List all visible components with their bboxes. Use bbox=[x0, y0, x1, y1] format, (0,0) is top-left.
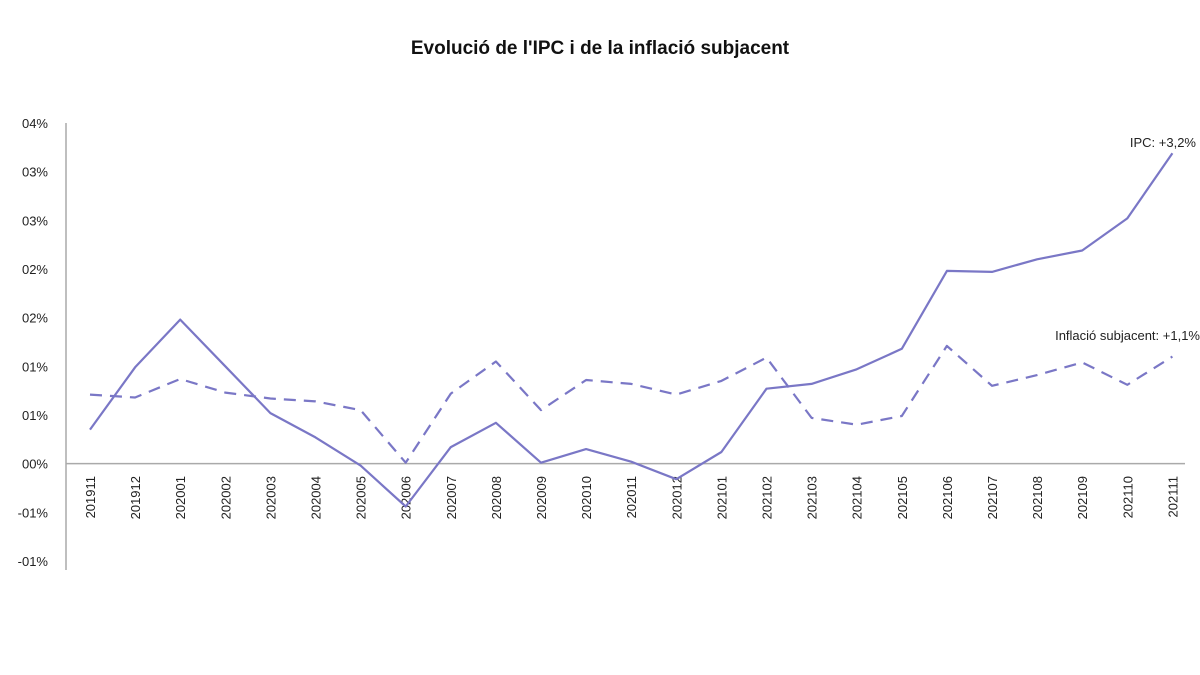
x-tick-label: 202104 bbox=[850, 476, 865, 519]
y-tick-label: -01% bbox=[18, 554, 49, 569]
x-tick-label: 202102 bbox=[760, 476, 775, 519]
y-tick-label: 01% bbox=[22, 359, 48, 374]
x-tick-label: 202007 bbox=[444, 476, 459, 519]
chart-title: Evolució de l'IPC i de la inflació subja… bbox=[410, 38, 790, 59]
x-tick-label: 202005 bbox=[354, 476, 369, 519]
x-tick-label: 202105 bbox=[895, 476, 910, 519]
y-tick-label: 02% bbox=[22, 262, 48, 277]
core-inflation-annotation: Inflació subjacent: +1,1% bbox=[1055, 328, 1200, 343]
x-tick-label: 202009 bbox=[534, 476, 549, 519]
ipc-annotation: IPC: +3,2% bbox=[1130, 135, 1197, 150]
x-tick-label: 202008 bbox=[489, 476, 504, 519]
x-tick-label: 202107 bbox=[985, 476, 1000, 519]
series-line-core-inflation bbox=[89, 344, 1173, 464]
x-tick-label: 202110 bbox=[1120, 476, 1135, 518]
x-tick-label: 202002 bbox=[218, 476, 233, 519]
x-tick-label: 201912 bbox=[128, 476, 143, 519]
x-tick-label: 202109 bbox=[1075, 476, 1090, 519]
x-tick-label: 202010 bbox=[579, 476, 594, 519]
y-tick-label: 00% bbox=[22, 457, 48, 472]
y-tick-label: 02% bbox=[22, 311, 48, 326]
x-tick-label: 202012 bbox=[669, 476, 684, 519]
x-tick-label: 202004 bbox=[309, 476, 324, 519]
x-tick-label: 202101 bbox=[714, 476, 729, 519]
y-tick-label: 01% bbox=[22, 408, 48, 423]
y-tick-label: 03% bbox=[22, 213, 48, 228]
x-tick-label: 202001 bbox=[173, 476, 188, 519]
x-tick-label: 202011 bbox=[624, 476, 639, 518]
series-line-ipc bbox=[89, 152, 1174, 508]
x-tick-label: 202106 bbox=[940, 476, 955, 519]
x-tick-label: 202111 bbox=[1165, 476, 1180, 517]
x-tick-label: 202103 bbox=[805, 476, 820, 519]
x-tick-label: 201911 bbox=[83, 476, 98, 518]
y-tick-label: 04% bbox=[22, 116, 48, 131]
y-tick-label: -01% bbox=[18, 505, 49, 520]
x-tick-label: 202003 bbox=[263, 476, 278, 519]
y-tick-label: 03% bbox=[22, 165, 48, 180]
x-tick-label: 202108 bbox=[1030, 476, 1045, 519]
x-tick-label: 202006 bbox=[399, 476, 414, 519]
